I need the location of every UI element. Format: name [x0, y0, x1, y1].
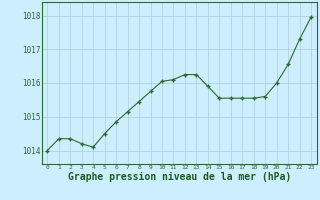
X-axis label: Graphe pression niveau de la mer (hPa): Graphe pression niveau de la mer (hPa) [68, 172, 291, 182]
